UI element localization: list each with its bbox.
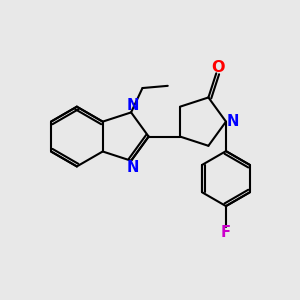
Text: N: N — [226, 114, 239, 129]
Text: O: O — [211, 60, 225, 75]
Text: N: N — [126, 98, 139, 113]
Text: N: N — [126, 160, 139, 175]
Text: F: F — [221, 225, 231, 240]
